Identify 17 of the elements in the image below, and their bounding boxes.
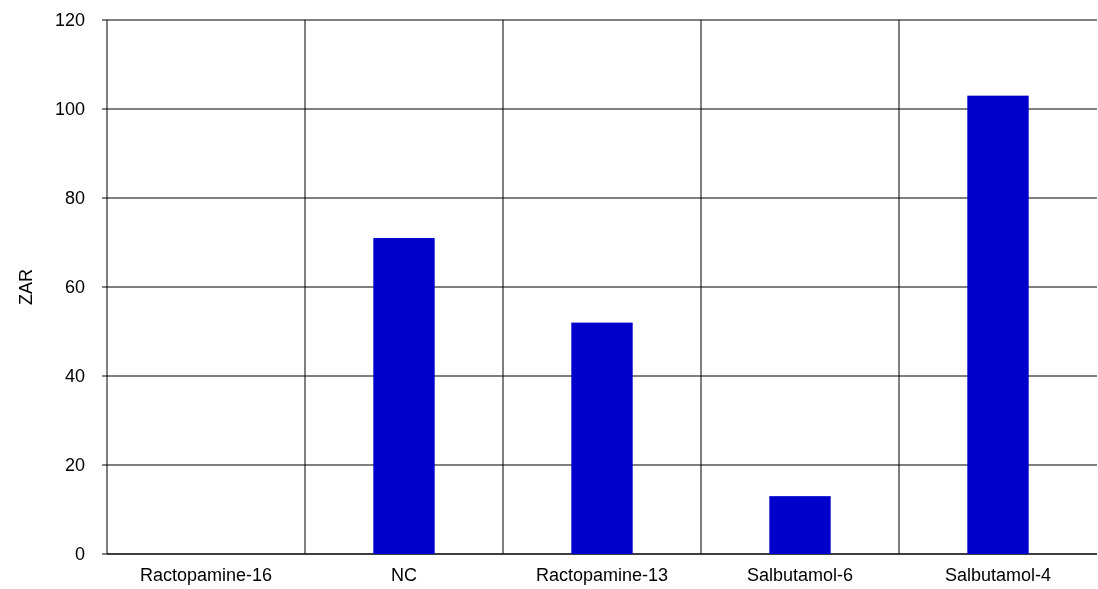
x-tick-label: Ractopamine-13 <box>535 565 669 585</box>
y-tick-label: 40 <box>64 366 85 387</box>
x-tick-label: NC <box>391 565 417 585</box>
y-tick-label: 80 <box>64 188 85 209</box>
y-tick-label: 100 <box>54 99 85 120</box>
y-tick-label: 0 <box>74 544 85 565</box>
bar <box>373 238 435 554</box>
bar <box>571 322 633 554</box>
bar <box>967 95 1029 554</box>
y-tick-label: 120 <box>54 10 85 31</box>
x-tick-label: Salbutamol-4 <box>944 565 1052 585</box>
x-tick-label: Salbutamol-6 <box>746 565 854 585</box>
y-tick-label: 20 <box>64 455 85 476</box>
x-tick-label: Ractopamine-16 <box>139 565 273 585</box>
y-tick-label: 60 <box>64 277 85 298</box>
bar <box>769 496 831 554</box>
y-axis-title: ZAR <box>16 269 36 305</box>
